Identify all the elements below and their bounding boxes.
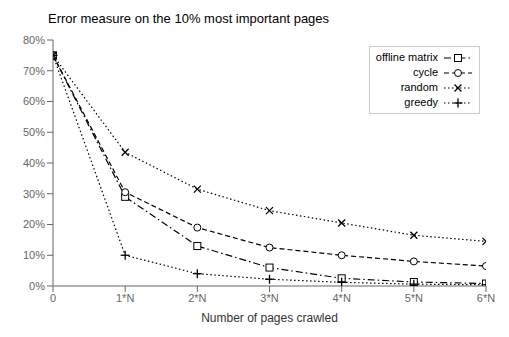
- svg-text:70%: 70%: [23, 65, 45, 77]
- html-text:random: random: [400, 81, 438, 93]
- svg-text:40%: 40%: [23, 157, 45, 169]
- html-text:cycle: cycle: [412, 66, 438, 78]
- html-text:offline matrix: offline matrix: [375, 51, 438, 63]
- html-text:Error measure on the 10% most: Error measure on the 10% most important …: [48, 11, 330, 26]
- svg-text:30%: 30%: [23, 188, 45, 200]
- svg-text:1*N: 1*N: [116, 292, 134, 304]
- svg-text:10%: 10%: [23, 249, 45, 261]
- svg-text:3*N: 3*N: [260, 292, 278, 304]
- svg-text:4*N: 4*N: [332, 292, 350, 304]
- svg-text:80%: 80%: [23, 34, 45, 46]
- svg-text:0: 0: [50, 292, 56, 304]
- svg-text:Number of pages crawled: Number of pages crawled: [201, 311, 338, 325]
- svg-text:50%: 50%: [23, 126, 45, 138]
- svg-text:20%: 20%: [23, 218, 45, 230]
- svg-text:0%: 0%: [29, 280, 45, 292]
- html-text:greedy: greedy: [404, 96, 438, 108]
- svg-text:60%: 60%: [23, 95, 45, 107]
- svg-text:6*N: 6*N: [477, 292, 495, 304]
- svg-text:2*N: 2*N: [188, 292, 206, 304]
- svg-text:5*N: 5*N: [405, 292, 423, 304]
